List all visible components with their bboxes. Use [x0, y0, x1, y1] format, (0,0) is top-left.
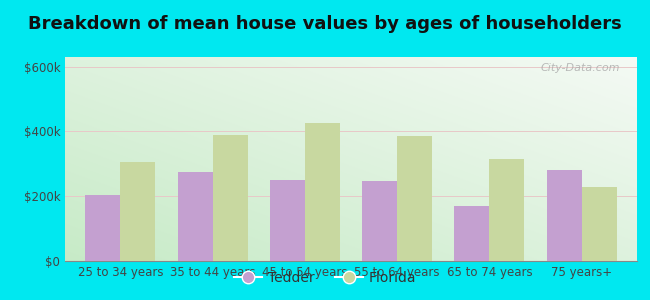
- Bar: [120, 162, 155, 261]
- Bar: [270, 180, 305, 261]
- Bar: [85, 195, 120, 261]
- Bar: [582, 187, 617, 261]
- Bar: [362, 181, 397, 261]
- Bar: [489, 159, 525, 261]
- Bar: [454, 206, 489, 261]
- Text: City-Data.com: City-Data.com: [540, 63, 620, 73]
- Legend: Tedder, Florida: Tedder, Florida: [229, 265, 421, 290]
- Bar: [547, 170, 582, 261]
- Bar: [177, 172, 213, 261]
- Bar: [305, 123, 340, 261]
- Text: Breakdown of mean house values by ages of householders: Breakdown of mean house values by ages o…: [28, 15, 622, 33]
- Bar: [397, 136, 432, 261]
- Bar: [213, 135, 248, 261]
